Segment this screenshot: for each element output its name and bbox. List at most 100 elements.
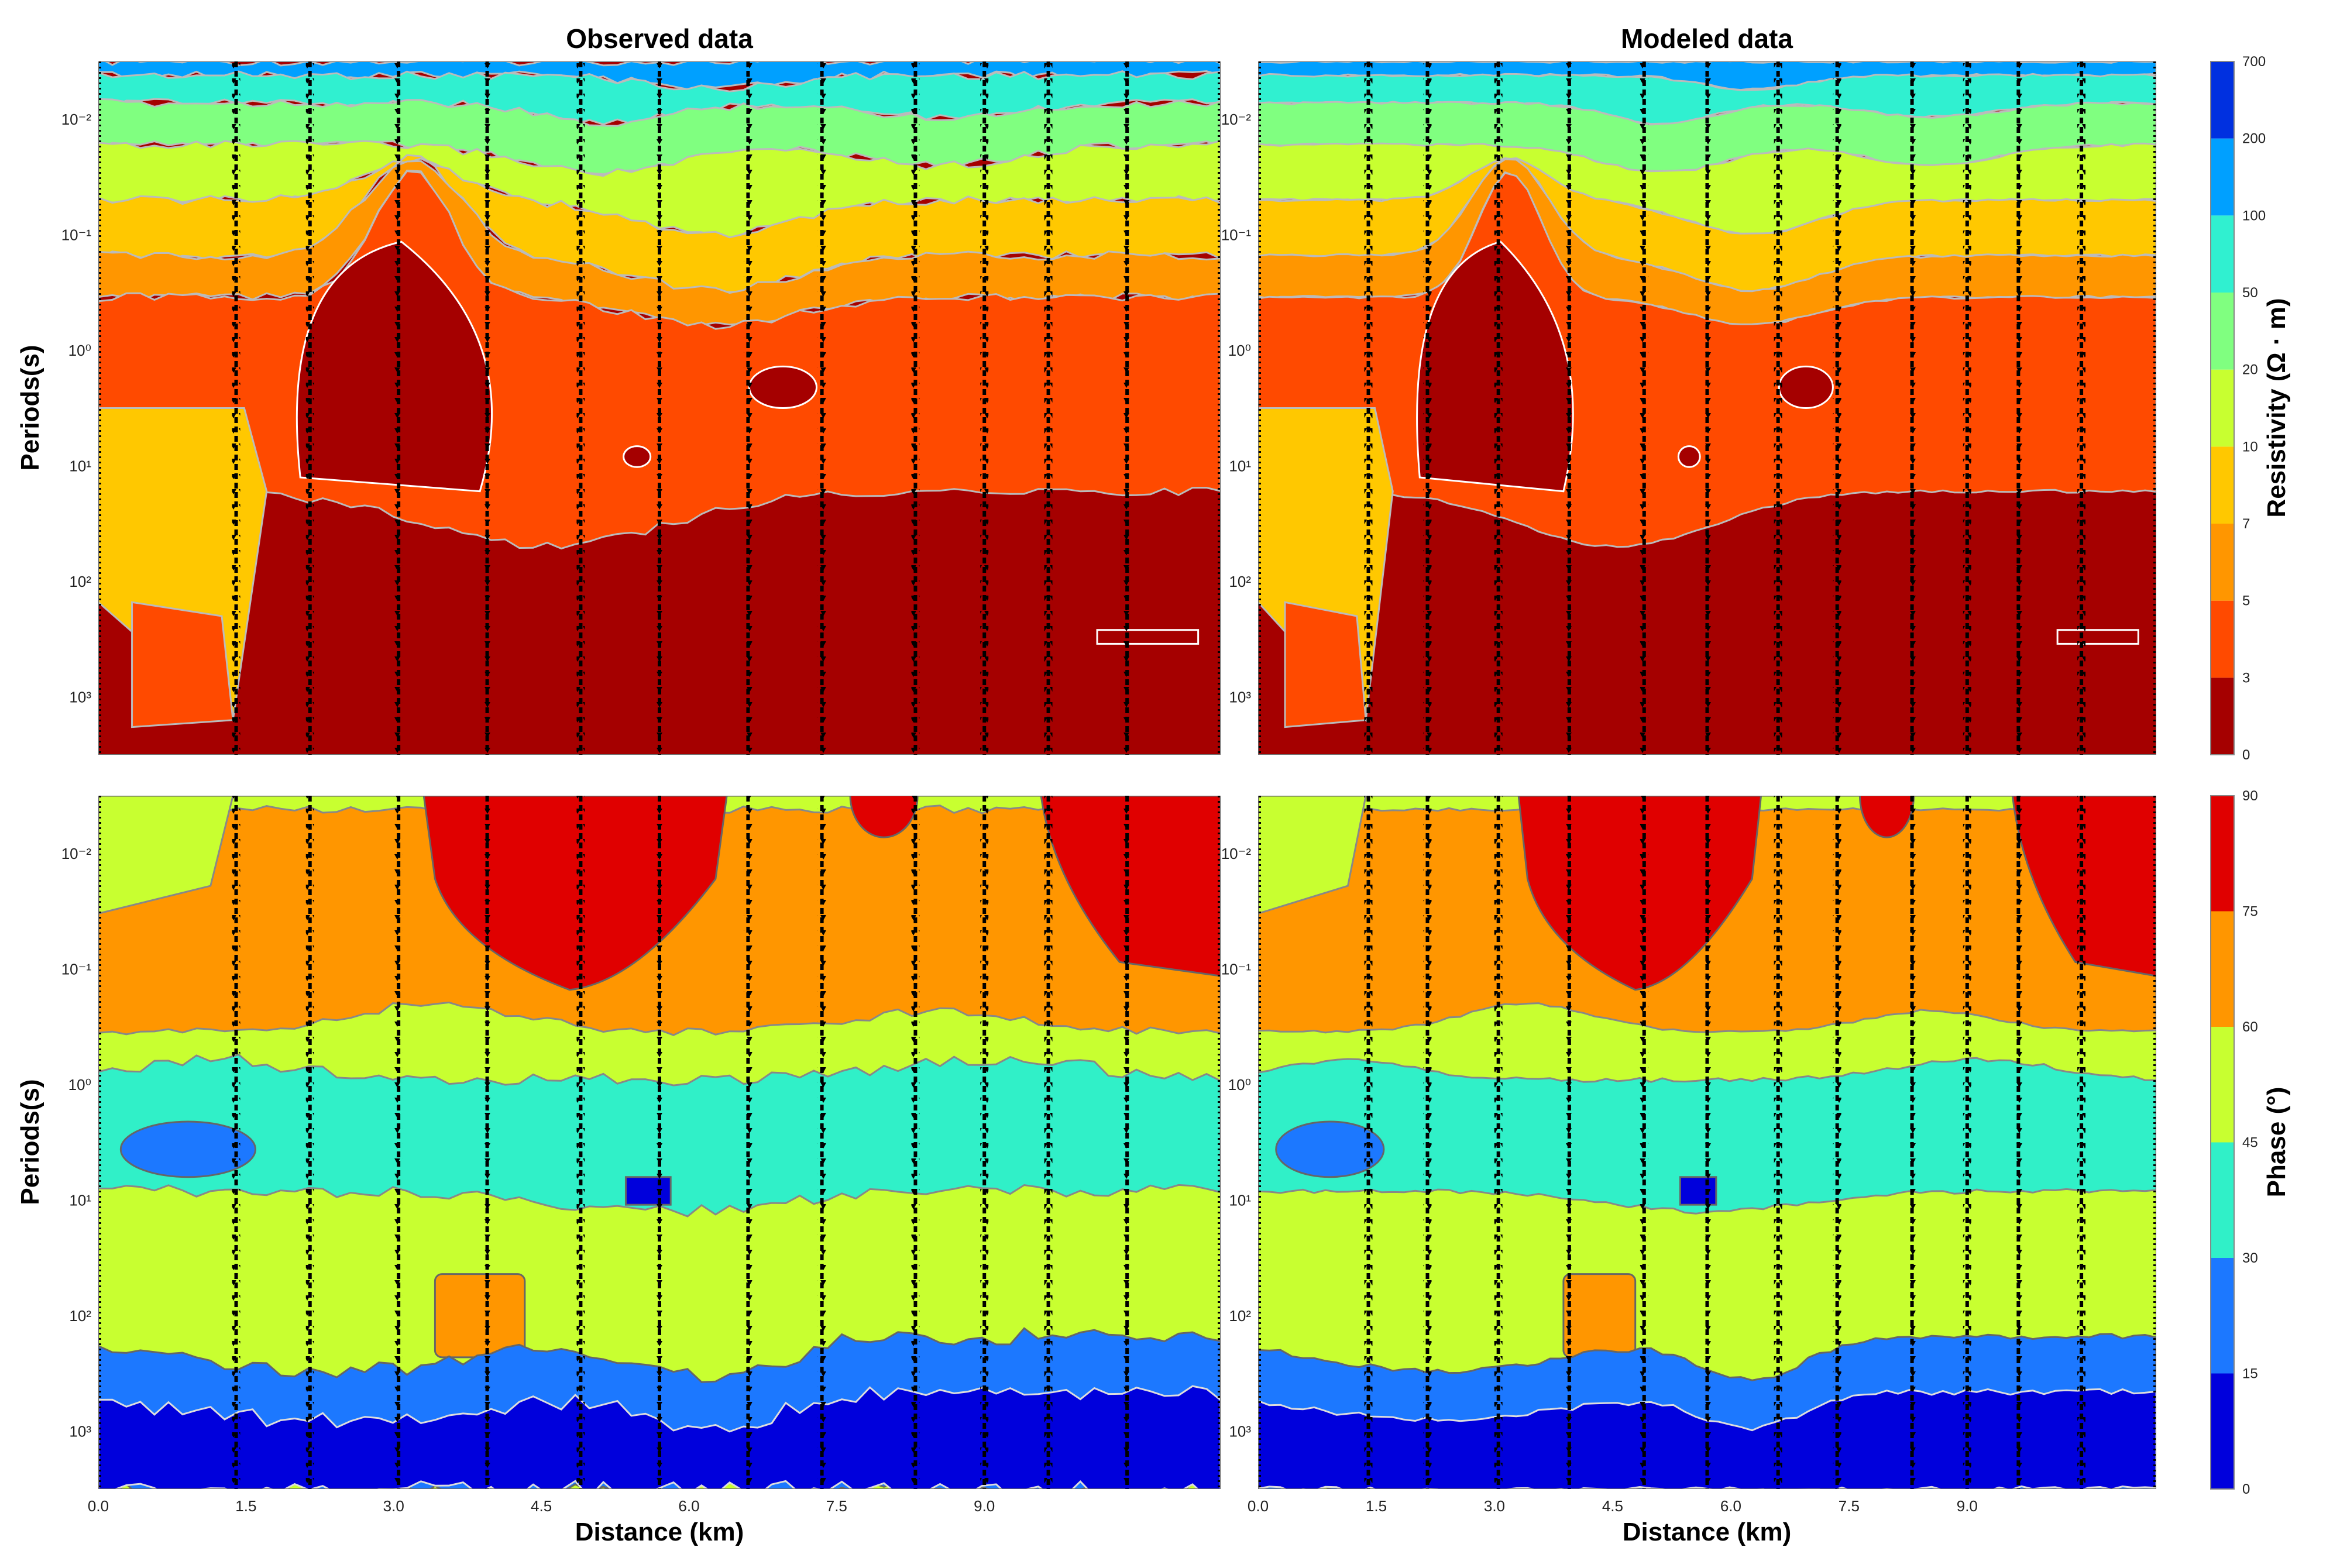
station-markers: [980, 61, 989, 755]
station-markers: [1364, 796, 1373, 1489]
y-tick-label: 10²: [1229, 573, 1251, 590]
phase-colorbar: 0 15 30 45 60 75 90: [2210, 788, 2258, 1497]
station-markers: [1494, 796, 1503, 1489]
colorbar-swatch: [2211, 600, 2234, 678]
y-tick-label: 10¹: [69, 1191, 91, 1209]
x-tick-label: 9.0: [1957, 1497, 1978, 1515]
x-tick-label: 4.5: [531, 1497, 552, 1515]
station-markers: [1908, 796, 1916, 1489]
station-markers: [576, 61, 585, 755]
station-markers: [1423, 61, 1432, 755]
y-tick-label: 10⁻¹: [61, 226, 92, 243]
station-markers: [1703, 796, 1712, 1489]
modeled-resistivity-panel: [1258, 61, 2156, 755]
station-markers: [1494, 61, 1503, 755]
phase-band: [1275, 1120, 1385, 1178]
station-markers: [232, 61, 240, 755]
colorbar-swatch: [2211, 446, 2234, 524]
colorbar-tick: 20: [2242, 362, 2258, 378]
phase-band: [1562, 1273, 1637, 1359]
station-markers: [2077, 796, 2086, 1489]
station-markers: [394, 61, 403, 755]
station-markers: [1640, 796, 1648, 1489]
title-observed: Observed data: [566, 23, 753, 54]
x-tick-label: 0.0: [88, 1497, 109, 1515]
phase-band: [624, 1176, 672, 1206]
y-tick-label: 10¹: [69, 457, 91, 474]
station-markers: [911, 796, 920, 1489]
modeled-phase-panel: [1258, 796, 2156, 1489]
station-markers: [232, 796, 240, 1489]
y-tick-label: 10³: [69, 688, 91, 706]
resistivity-band: [131, 601, 234, 728]
x-tick-label: 0.0: [1248, 1497, 1269, 1515]
station-markers: [1774, 796, 1782, 1489]
observed-resistivity-panel: [98, 61, 1221, 755]
resistivity-band: [1096, 629, 1200, 645]
station-markers: [980, 796, 989, 1489]
colorbar-swatch: [2211, 215, 2234, 293]
station-markers: [655, 61, 664, 755]
phase-band: [434, 1273, 526, 1359]
ylabel-bottom: Periods(s): [16, 1079, 44, 1205]
x-tick-label: 1.5: [235, 1497, 256, 1515]
xlabel-left: Distance (km): [575, 1518, 744, 1546]
station-markers: [1123, 61, 1132, 755]
colorbar-swatch: [2211, 678, 2234, 755]
x-tick-label: 3.0: [1484, 1497, 1505, 1515]
y-tick-label: 10⁻²: [61, 111, 92, 128]
colorbar-tick: 7: [2242, 516, 2250, 532]
y-tick-label: 10²: [1229, 1307, 1251, 1325]
colorbar-swatch: [2211, 911, 2234, 1027]
phase-band: [1258, 796, 1367, 915]
station-markers: [576, 796, 585, 1489]
y-tick-label: 10⁰: [68, 1076, 91, 1094]
colorbar-tick: 0: [2242, 747, 2250, 763]
colorbar-tick: 15: [2242, 1366, 2258, 1382]
y-tick-label: 10¹: [1229, 1191, 1251, 1209]
xlabel-right: Distance (km): [1623, 1518, 1792, 1546]
colorbar-swatch: [2211, 369, 2234, 447]
y-tick-label: 10³: [1229, 1422, 1251, 1440]
station-markers: [1044, 796, 1053, 1489]
resistivity-colorbar: 0 3 5 7 10 20 50 100 200 700: [2210, 54, 2266, 763]
colorbar-swatch: [2211, 293, 2234, 370]
y-tick-label: 10⁻¹: [1221, 960, 1252, 978]
x-tick-label: 6.0: [1720, 1497, 1741, 1515]
colorbar-tick: 200: [2242, 131, 2266, 147]
y-tick-label: 10³: [1229, 688, 1251, 706]
station-markers: [1565, 61, 1573, 755]
station-markers: [1833, 796, 1841, 1489]
colorbar-swatch: [2211, 1258, 2234, 1374]
x-tick-label: 1.5: [1366, 1497, 1387, 1515]
station-markers: [1774, 61, 1782, 755]
station-markers: [655, 796, 664, 1489]
colorbar-tick: 45: [2242, 1135, 2258, 1151]
colorbar-swatch: [2211, 796, 2234, 912]
station-markers: [744, 796, 752, 1489]
station-markers: [1640, 61, 1648, 755]
colorbar-swatch: [2211, 1142, 2234, 1258]
colorbar-tick: 3: [2242, 670, 2250, 686]
colorbar-tick: 60: [2242, 1019, 2258, 1035]
y-tick-label: 10⁻²: [1221, 111, 1252, 128]
station-markers: [394, 796, 403, 1489]
resistivity-band: [623, 445, 652, 468]
station-markers: [483, 796, 492, 1489]
x-tick-label: 9.0: [974, 1497, 995, 1515]
observed-phase-panel: [98, 796, 1221, 1489]
y-tick-label: 10⁻¹: [1221, 226, 1252, 243]
x-tick-label: 3.0: [383, 1497, 404, 1515]
colorbar-swatch: [2211, 1373, 2234, 1489]
colorbar-swatch: [2211, 138, 2234, 216]
station-markers: [1123, 796, 1132, 1489]
colorbar-tick: 10: [2242, 439, 2258, 455]
station-markers: [1833, 61, 1841, 755]
colorbar-tick: 75: [2242, 904, 2258, 920]
y-tick-label: 10⁰: [1228, 342, 1251, 359]
y-tick-label: 10⁰: [1228, 1076, 1251, 1094]
resistivity-band: [1677, 445, 1701, 468]
station-markers: [1364, 61, 1373, 755]
resistivity-band: [2056, 629, 2139, 645]
